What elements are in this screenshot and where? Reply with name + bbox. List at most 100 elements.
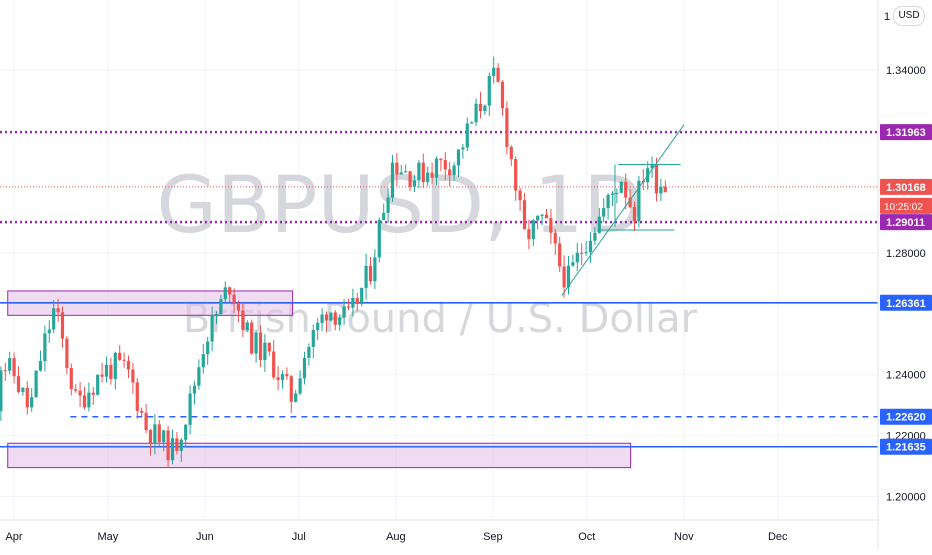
candle-body [439,158,443,161]
price-line-label-bg [880,294,932,311]
candle-body [522,200,527,230]
candle-body [360,287,364,304]
candle-body [492,67,496,76]
candle-body [610,193,615,195]
candle-body [324,314,329,321]
candle-body [505,108,509,147]
candle-body [597,216,601,233]
candle-body [654,163,659,194]
candle-body [241,310,245,330]
candle-body [575,252,579,263]
y-tick-label: 1 [884,11,890,23]
candle-body [60,312,65,339]
candle-body [201,354,205,368]
candle-body [192,385,197,394]
candle-body [408,171,412,187]
candle-body [377,219,381,258]
candle-body [21,387,25,392]
candle-body [100,374,104,377]
candle-body [329,312,333,321]
candle-body [82,395,87,408]
x-tick-label: Sep [483,531,503,543]
candle-body [65,338,69,369]
candle-body [228,287,232,295]
horizontal-price-lines[interactable] [0,130,878,448]
candle-body [210,315,214,342]
price-line-label-bg [880,438,932,455]
x-tick-label: May [98,531,119,543]
candle-body [540,214,544,216]
candle-body [74,389,78,391]
candle-body [140,410,144,413]
candle-body [126,360,131,370]
candle-body [368,265,373,282]
candle-body [3,370,7,372]
candle-body [113,352,117,380]
x-tick-label: Jul [292,531,306,543]
candle-body [509,146,513,160]
candle-body [320,314,324,323]
last-price-label-bg [880,178,932,195]
candle-body [96,374,100,395]
candle-body [430,172,434,178]
candle-body [615,192,619,194]
candle-body [527,229,531,240]
candle-body [280,374,285,380]
price-line-label: 1.29011 [886,217,925,229]
price-line-label: 1.22620 [886,412,926,424]
candle-body [452,165,456,175]
candle-body [342,306,346,318]
candle-body [544,214,549,219]
y-tick-label: 1.28000 [886,248,926,260]
candle-body [478,103,483,112]
candle-body [47,329,51,334]
x-tick-label: Oct [578,531,595,543]
candle-body [553,232,557,244]
candle-body [232,294,236,304]
candle-body [8,358,12,371]
candle-body [285,374,289,377]
candle-body [245,322,249,330]
candle-body [16,376,21,392]
last-price-label: 1.30168 [886,182,926,194]
currency-button[interactable]: USD [893,6,925,26]
candle-body [566,265,571,288]
candle-body [289,376,293,402]
candle-body [197,367,201,386]
candle-body [250,322,254,354]
candle-body [258,332,263,361]
candle-body [474,103,478,123]
candle-body [0,370,3,412]
trendlines[interactable] [561,124,685,296]
candle-body [487,75,491,106]
candle-body [179,439,183,451]
candle-body [170,438,175,461]
candle-body [496,67,500,82]
candle-body [346,306,351,308]
candle-body [448,169,452,175]
candle-body [518,190,522,201]
candle-body [38,361,43,371]
candle-body [333,312,337,325]
candle-body [153,424,157,444]
watermark-symbol: GBPUSD, 1D [157,161,644,251]
candle-body [531,220,535,240]
candle-body [184,424,188,440]
candle-body [663,186,667,193]
candle-body [25,387,29,408]
candle-body [276,377,280,380]
grid-lines [0,0,878,520]
x-tick-label: Apr [5,531,22,543]
y-tick-label: 1.34000 [886,65,926,77]
candle-body [465,123,469,148]
candle-body [175,438,179,451]
candle-body [56,308,60,313]
candle-body [584,252,588,254]
candle-body [390,162,395,198]
candle-body [364,265,368,288]
candle-body [144,412,148,431]
candle-body [443,160,447,170]
